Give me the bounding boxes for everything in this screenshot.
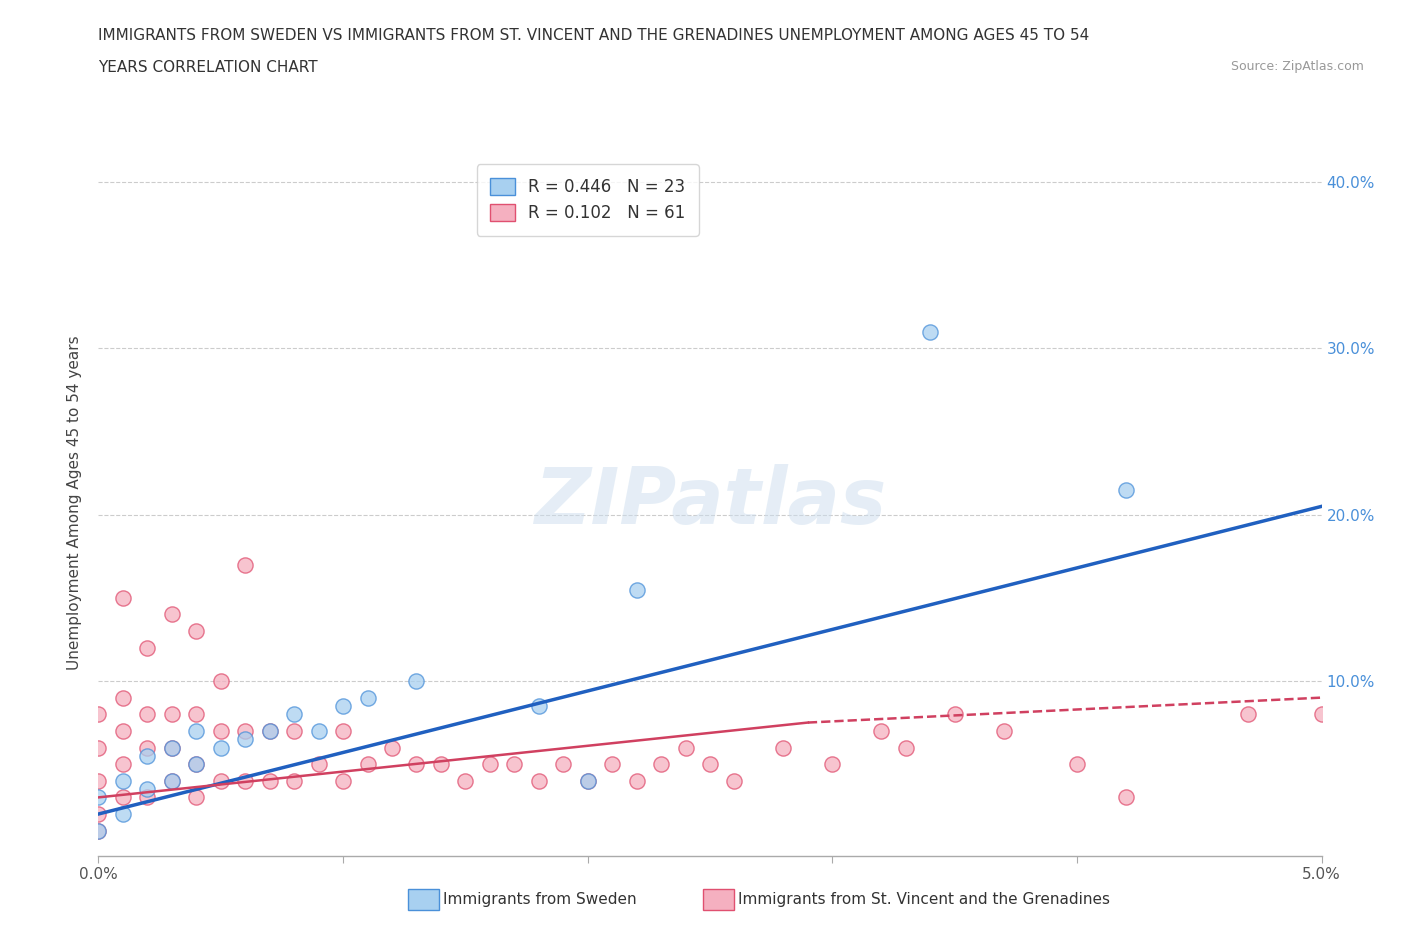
Point <box>111 806 134 821</box>
Point <box>454 774 477 789</box>
Point <box>186 724 208 738</box>
Point <box>160 607 183 622</box>
Point <box>87 774 110 789</box>
Point <box>821 757 844 772</box>
Point <box>503 757 526 772</box>
Point <box>723 774 745 789</box>
Point <box>993 724 1015 738</box>
Point <box>1310 707 1333 722</box>
Point <box>332 774 354 789</box>
Text: IMMIGRANTS FROM SWEDEN VS IMMIGRANTS FROM ST. VINCENT AND THE GRENADINES UNEMPLO: IMMIGRANTS FROM SWEDEN VS IMMIGRANTS FRO… <box>98 28 1090 43</box>
Point <box>1115 483 1137 498</box>
Point <box>600 757 623 772</box>
Point <box>1066 757 1088 772</box>
Point <box>87 823 110 838</box>
Point <box>430 757 453 772</box>
Point <box>160 707 183 722</box>
Point <box>259 774 281 789</box>
Text: Immigrants from St. Vincent and the Grenadines: Immigrants from St. Vincent and the Gren… <box>738 892 1111 907</box>
Point <box>160 774 183 789</box>
Point <box>87 790 110 804</box>
Point <box>186 624 208 639</box>
Point <box>478 757 501 772</box>
Text: YEARS CORRELATION CHART: YEARS CORRELATION CHART <box>98 60 318 75</box>
Point <box>233 557 256 572</box>
Point <box>209 740 232 755</box>
Point <box>356 757 378 772</box>
Point <box>894 740 917 755</box>
Point <box>186 707 208 722</box>
Point <box>553 757 575 772</box>
Point <box>111 790 134 804</box>
Point <box>626 582 648 597</box>
Point <box>405 757 427 772</box>
Point <box>136 790 159 804</box>
Point <box>233 724 256 738</box>
Point <box>111 724 134 738</box>
Point <box>259 724 281 738</box>
Text: Source: ZipAtlas.com: Source: ZipAtlas.com <box>1230 60 1364 73</box>
Point <box>186 757 208 772</box>
Point <box>136 781 159 796</box>
Point <box>870 724 893 738</box>
Point <box>186 790 208 804</box>
Point <box>136 749 159 764</box>
Point <box>699 757 721 772</box>
Point <box>87 740 110 755</box>
Point <box>356 690 378 705</box>
Point <box>160 740 183 755</box>
Point <box>405 673 427 688</box>
Point <box>626 774 648 789</box>
Point <box>527 774 550 789</box>
Point <box>111 690 134 705</box>
Point <box>259 724 281 738</box>
Point <box>1237 707 1260 722</box>
Point <box>209 673 232 688</box>
Y-axis label: Unemployment Among Ages 45 to 54 years: Unemployment Among Ages 45 to 54 years <box>67 335 83 670</box>
Point <box>920 325 942 339</box>
Point <box>209 774 232 789</box>
Point <box>1115 790 1137 804</box>
Point <box>186 757 208 772</box>
Text: Immigrants from Sweden: Immigrants from Sweden <box>443 892 637 907</box>
Legend: R = 0.446   N = 23, R = 0.102   N = 61: R = 0.446 N = 23, R = 0.102 N = 61 <box>477 165 699 235</box>
Point <box>943 707 966 722</box>
Point <box>233 774 256 789</box>
Point <box>283 707 305 722</box>
Point <box>87 823 110 838</box>
Point <box>87 806 110 821</box>
Point <box>87 707 110 722</box>
Point <box>160 740 183 755</box>
Point <box>332 724 354 738</box>
Point <box>527 698 550 713</box>
Point <box>308 724 330 738</box>
Point <box>576 774 599 789</box>
Point <box>381 740 404 755</box>
Point <box>111 591 134 605</box>
Point <box>111 757 134 772</box>
Point <box>136 740 159 755</box>
Point <box>332 698 354 713</box>
Point <box>136 707 159 722</box>
Point <box>160 774 183 789</box>
Point <box>111 774 134 789</box>
Point <box>283 774 305 789</box>
Point <box>308 757 330 772</box>
Point <box>576 774 599 789</box>
Point <box>283 724 305 738</box>
Point <box>772 740 794 755</box>
Point <box>209 724 232 738</box>
Point <box>233 732 256 747</box>
Point <box>650 757 672 772</box>
Text: ZIPatlas: ZIPatlas <box>534 464 886 540</box>
Point <box>136 640 159 655</box>
Point <box>675 740 697 755</box>
